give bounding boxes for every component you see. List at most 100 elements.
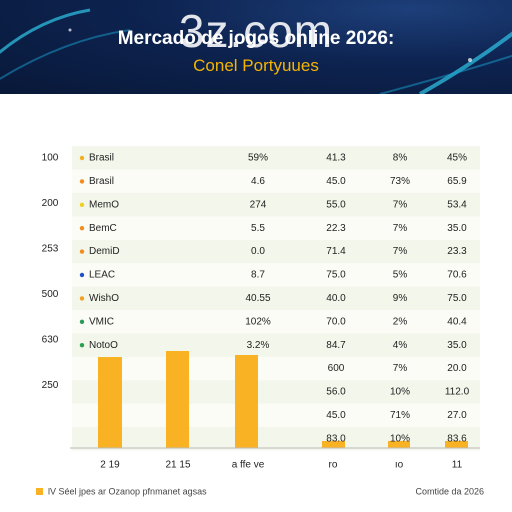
cell: 5.5 [251, 223, 265, 234]
cell: 45.0 [326, 410, 346, 421]
cell: 112.0 [445, 387, 470, 398]
cell: 7% [393, 363, 408, 374]
row-dot [79, 155, 85, 161]
cell: 59% [248, 153, 268, 164]
row-label: Brasil [89, 176, 114, 187]
bar [235, 355, 258, 448]
cell: 7% [393, 223, 408, 234]
cell: 8% [393, 153, 408, 164]
row-dot [79, 296, 85, 301]
brand-watermark: 3z.com [178, 5, 334, 57]
row-band [72, 216, 480, 240]
cell: 3.2% [247, 340, 270, 351]
cell: 73% [390, 176, 410, 187]
cell: 40.4 [447, 316, 467, 327]
x-label: 11 [452, 460, 463, 471]
row-dot [79, 343, 85, 348]
axis-label: 250 [42, 380, 59, 391]
row-band [72, 380, 480, 404]
axis-label: 100 [42, 153, 59, 164]
row-band [72, 239, 480, 264]
header-decoration [0, 8, 512, 94]
bar [166, 351, 189, 448]
cell: 7% [393, 199, 408, 210]
cell: 56.0 [326, 387, 346, 398]
bar [388, 441, 410, 448]
row-band [72, 263, 480, 287]
cell: 35.0 [447, 223, 467, 234]
row-label: WishO [89, 293, 119, 304]
cell: 55.0 [326, 199, 346, 210]
legend-swatch [36, 488, 43, 495]
bars [98, 351, 468, 448]
row-label: MemO [89, 199, 119, 210]
cell: 83.0 [326, 433, 346, 444]
row-band [72, 169, 480, 194]
subtitle: Conel Portyuues [193, 56, 319, 75]
cell: 20.0 [447, 363, 467, 374]
cell: 53.4 [447, 199, 467, 210]
cell: 70.6 [447, 270, 467, 281]
cell: 8.7 [251, 270, 265, 281]
cell: 71.4 [326, 246, 346, 257]
cell: 7% [393, 246, 408, 257]
row-dot [79, 249, 85, 254]
cell: 71% [390, 410, 410, 421]
cell: 0.0 [251, 246, 265, 257]
row-band [72, 333, 480, 357]
cell: 40.55 [245, 293, 270, 304]
row-label: VMIC [89, 316, 114, 327]
cell: 23.3 [447, 246, 467, 257]
cell: 35.0 [447, 340, 467, 351]
row-label: LEAC [89, 270, 115, 281]
x-label: ıo [395, 460, 404, 471]
cell: 45.0 [326, 176, 346, 187]
row-band [72, 310, 480, 334]
cell: 10% [390, 433, 410, 444]
cell: 22.3 [326, 223, 346, 234]
footer-note: Comtide da 2026 [415, 486, 484, 496]
row-dot [79, 202, 85, 207]
cell: 4.6 [251, 176, 265, 187]
axis-label: 253 [42, 244, 59, 255]
bar [322, 441, 345, 448]
x-label: ro [329, 460, 338, 471]
cell: 84.7 [326, 340, 346, 351]
row-label: BemC [89, 223, 117, 234]
cell: 5% [393, 270, 408, 281]
cell: 10% [390, 387, 410, 398]
legend-label: lV Séel jpes ar Ozanop pfnmanet agsas [48, 486, 207, 496]
axis-label: 500 [42, 289, 59, 300]
axis-label: 630 [42, 335, 59, 346]
cell: 41.3 [326, 153, 346, 164]
cell: 70.0 [326, 316, 346, 327]
row-band [72, 403, 480, 428]
cell: 274 [250, 199, 267, 210]
row-band [72, 427, 480, 451]
row-label: DemiD [89, 246, 120, 257]
row-band [72, 193, 480, 217]
axis-label: 200 [42, 198, 59, 209]
row-band [72, 356, 480, 381]
cell: 4% [393, 340, 408, 351]
row-dot [79, 272, 85, 278]
cell: 2% [393, 316, 408, 327]
bar [445, 441, 468, 448]
row-label: NotoO [89, 340, 118, 351]
row-dot [79, 319, 85, 324]
x-label: 2 19 [100, 460, 120, 471]
cell: 65.9 [447, 176, 467, 187]
bar [98, 357, 122, 448]
cell: 75.0 [447, 293, 467, 304]
header: 3z.com Mercado de jogos online 2026: Con… [0, 0, 512, 94]
x-label: a ffe ve [232, 460, 265, 471]
title: Mercado de jogos online 2026: [117, 28, 395, 49]
row-label: Brasil [89, 153, 114, 164]
cell: 40.0 [326, 293, 346, 304]
cell: 45% [447, 153, 467, 164]
cell: 102% [245, 316, 271, 327]
row-band [72, 146, 480, 170]
x-label: 21 15 [165, 460, 190, 471]
